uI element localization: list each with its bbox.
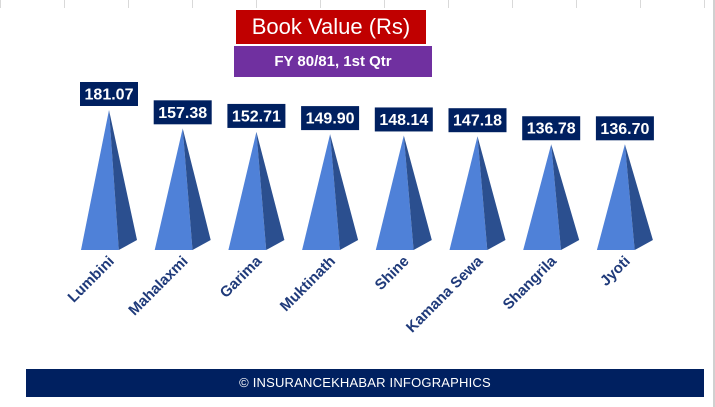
data-label: 157.38 — [158, 105, 207, 122]
pyramid-bar-shade — [256, 131, 285, 250]
data-label-box — [301, 106, 360, 131]
pyramid-bar — [375, 135, 414, 250]
data-label: 148.14 — [379, 112, 428, 129]
data-label-box — [522, 116, 581, 141]
data-label: 136.78 — [527, 121, 576, 138]
spreadsheet-gridlines — [0, 0, 715, 8]
pyramid-bar — [81, 110, 119, 250]
category-label: Shangrila — [500, 252, 561, 313]
pyramid-bar-shade — [624, 144, 653, 250]
category-label: Shine — [372, 253, 413, 294]
data-label-box — [80, 82, 138, 106]
pyramid-bar-shade — [551, 144, 580, 250]
data-label-box — [153, 100, 212, 125]
data-label: 181.07 — [85, 87, 134, 104]
data-label: 149.90 — [306, 111, 355, 128]
sheet-edge — [713, 0, 715, 407]
pyramid-bar-shade — [109, 110, 137, 250]
category-label: Kamana Sewa — [403, 252, 487, 336]
data-label: 136.70 — [600, 121, 649, 138]
pyramid-bar — [228, 131, 267, 250]
category-label: Garima — [217, 252, 266, 301]
pyramid-chart: 181.07 Lumbini 157.38 Mahalaxmi 152.71 Garima… — [65, 82, 654, 336]
data-label: 152.71 — [232, 108, 281, 125]
pyramid-bar-shade — [330, 134, 359, 250]
category-label: Mahalaxmi — [125, 253, 191, 319]
data-label-box — [227, 103, 286, 128]
data-label-box — [448, 108, 507, 133]
pyramid-bar-shade — [182, 128, 211, 250]
data-label: 147.18 — [453, 113, 502, 130]
category-label: Lumbini — [65, 253, 118, 306]
data-label-box — [595, 116, 654, 141]
pyramid-bar — [449, 136, 488, 250]
pyramid-bar-shade — [403, 135, 432, 250]
category-label: Muktinath — [277, 253, 339, 315]
pyramid-bar — [154, 128, 193, 250]
category-label: Jyoti — [597, 253, 634, 290]
pyramid-bar — [596, 144, 635, 250]
pyramid-bar — [302, 134, 340, 250]
pyramid-bar — [523, 144, 561, 250]
pyramid-bar-shade — [477, 136, 506, 250]
chart-title: Book Value (Rs) — [236, 10, 426, 44]
data-label-box — [374, 107, 433, 132]
chart-subtitle: FY 80/81, 1st Qtr — [234, 46, 432, 77]
footer-credit: © INSURANCEKHABAR INFOGRAPHICS — [26, 369, 704, 397]
